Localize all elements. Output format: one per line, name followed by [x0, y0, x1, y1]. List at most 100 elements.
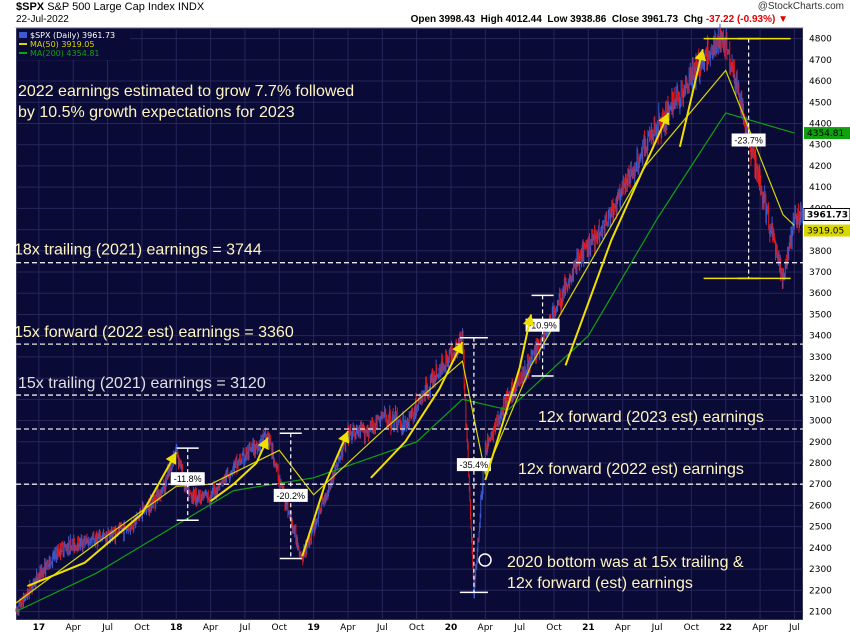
chart-date: 22-Jul-2022 [16, 14, 69, 25]
trend-arrow-head [452, 342, 463, 355]
y-tick-label: 3300 [809, 353, 832, 363]
drawdown-label: -35.4% [460, 460, 489, 470]
close-value: 3961.73 [641, 14, 679, 25]
x-tick-label: Oct [684, 623, 700, 633]
y-tick-label: 2100 [809, 608, 832, 618]
level-label: 12x forward (2023 est) earnings [538, 409, 764, 426]
x-tick-label: Oct [134, 623, 150, 633]
close-label: Close [611, 14, 640, 25]
price-tag-label: 3919.05 [807, 227, 844, 237]
trend-arrow-line [484, 314, 533, 481]
symbol-line: $SPX S&P 500 Large Cap Index INDX [16, 1, 204, 13]
chg-label: Chg [683, 14, 704, 25]
trend-arrow-line [27, 451, 178, 588]
drawdown-label: -20.2% [276, 491, 305, 501]
plot-area [15, 27, 804, 621]
y-tick-label: 2300 [809, 565, 832, 575]
trend-arrow-head [522, 314, 535, 327]
x-tick-label: Jul [101, 623, 113, 633]
trend-arrow-head [338, 431, 350, 444]
trend-arrow-line [370, 341, 464, 479]
bottom-note-line-2: 12x forward (est) earnings [507, 575, 693, 592]
x-tick-label: Jul [376, 623, 388, 633]
price-tag-box [804, 224, 850, 237]
drawdown-label: -10.9% [528, 321, 557, 331]
bottom-note-line-1: 2020 bottom was at 15x trailing & [507, 554, 744, 571]
drawdown-label-box [456, 458, 491, 472]
x-tick-label: Apr [340, 623, 356, 633]
x-tick-label: 19 [307, 623, 320, 633]
chart-header: $SPX S&P 500 Large Cap Index INDX 22-Jul… [0, 0, 850, 28]
x-tick-label: Jul [651, 623, 663, 633]
x-tick-label: Jul [513, 623, 525, 633]
x-tick-label: Apr [615, 623, 631, 633]
open-value: 3998.43 [438, 14, 476, 25]
x-tick-label: 17 [33, 623, 46, 633]
x-tick-label: Oct [272, 623, 288, 633]
y-tick-label: 3000 [809, 417, 832, 427]
x-tick-label: Apr [478, 623, 494, 633]
x-tick-label: 22 [719, 623, 732, 633]
y-tick-label: 2200 [809, 586, 832, 596]
bottom-circle-icon [478, 553, 492, 567]
y-tick-label: 4800 [809, 35, 832, 45]
level-label: 18x trailing (2021) earnings = 3744 [14, 242, 262, 259]
x-tick-label: Jul [239, 623, 251, 633]
x-tick-label: Apr [203, 623, 219, 633]
trend-arrow-head [658, 112, 670, 126]
trend-arrow-line [210, 437, 269, 503]
y-tick-label: 2800 [809, 459, 832, 469]
low-label: Low [547, 14, 568, 25]
symbol: $SPX [16, 1, 45, 13]
level-label: 15x forward (2022 est) earnings = 3360 [14, 324, 294, 341]
low-value: 3938.86 [570, 14, 607, 25]
trend-arrow-line [678, 48, 704, 148]
x-tick-label: 20 [445, 623, 458, 633]
drawdown-label-box [731, 133, 766, 147]
y-tick-label: 4500 [809, 98, 832, 108]
stockcharts-logo: @StockCharts.com [757, 1, 844, 12]
symbol-name: S&P 500 Large Cap Index [47, 1, 175, 13]
legend-price: $SPX (Daily) 3961.73 [30, 31, 115, 40]
ohlc-readout: Open 3998.43 High 4012.44 Low 3938.86 Cl… [411, 14, 788, 25]
y-tick-label: 2600 [809, 501, 832, 511]
level-label: 12x forward (2022 est) earnings [518, 461, 744, 478]
legend-ma50: MA(50) 3919.05 [30, 40, 94, 49]
y-tick-label: 4600 [809, 77, 832, 87]
y-tick-label: 3400 [809, 332, 832, 342]
y-tick-label: 2400 [809, 544, 832, 554]
trend-arrow-head [165, 452, 177, 465]
y-tick-label: 3500 [809, 310, 832, 320]
headline-line-2: by 10.5% growth expectations for 2023 [18, 104, 295, 121]
y-tick-label: 2900 [809, 438, 832, 448]
y-tick-label: 2700 [809, 480, 832, 490]
y-tick-label: 3700 [809, 268, 832, 278]
trend-arrow-line [564, 112, 670, 366]
y-tick-label: 3100 [809, 395, 832, 405]
y-tick-label: 4200 [809, 162, 832, 172]
y-tick-label: 3800 [809, 247, 832, 257]
y-tick-label: 4400 [809, 119, 832, 129]
high-label: High [480, 14, 503, 25]
high-value: 4012.44 [505, 14, 542, 25]
trend-arrow-head [257, 437, 269, 451]
legend-ma200: MA(200) 4354.81 [30, 49, 100, 58]
legend-box [18, 30, 130, 60]
x-tick-label: 18 [170, 623, 183, 633]
ma50-line [15, 69, 795, 604]
level-label: 15x trailing (2021) earnings = 3120 [18, 375, 266, 392]
trend-arrow-line [301, 430, 349, 557]
x-tick-label: Jul [788, 623, 800, 633]
drawdown-label: -23.7% [734, 135, 763, 145]
chg-value: -37.22 (-0.93%) [705, 14, 776, 25]
x-tick-label: Apr [65, 623, 81, 633]
y-tick-label: 4100 [809, 183, 832, 193]
trend-arrow-head [694, 49, 707, 62]
price-tag-label: 4354.81 [807, 129, 844, 139]
y-tick-label: 4300 [809, 141, 832, 151]
open-label: Open [410, 14, 437, 25]
drawdown-label-box [525, 318, 560, 332]
y-tick-label: 3200 [809, 374, 832, 384]
exchange: INDX [177, 1, 205, 13]
